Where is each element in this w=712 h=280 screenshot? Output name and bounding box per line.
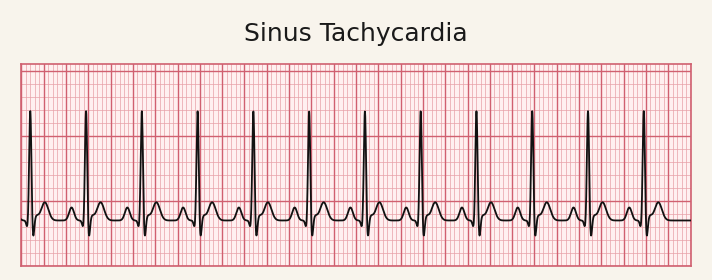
Text: Sinus Tachycardia: Sinus Tachycardia [244,22,468,46]
